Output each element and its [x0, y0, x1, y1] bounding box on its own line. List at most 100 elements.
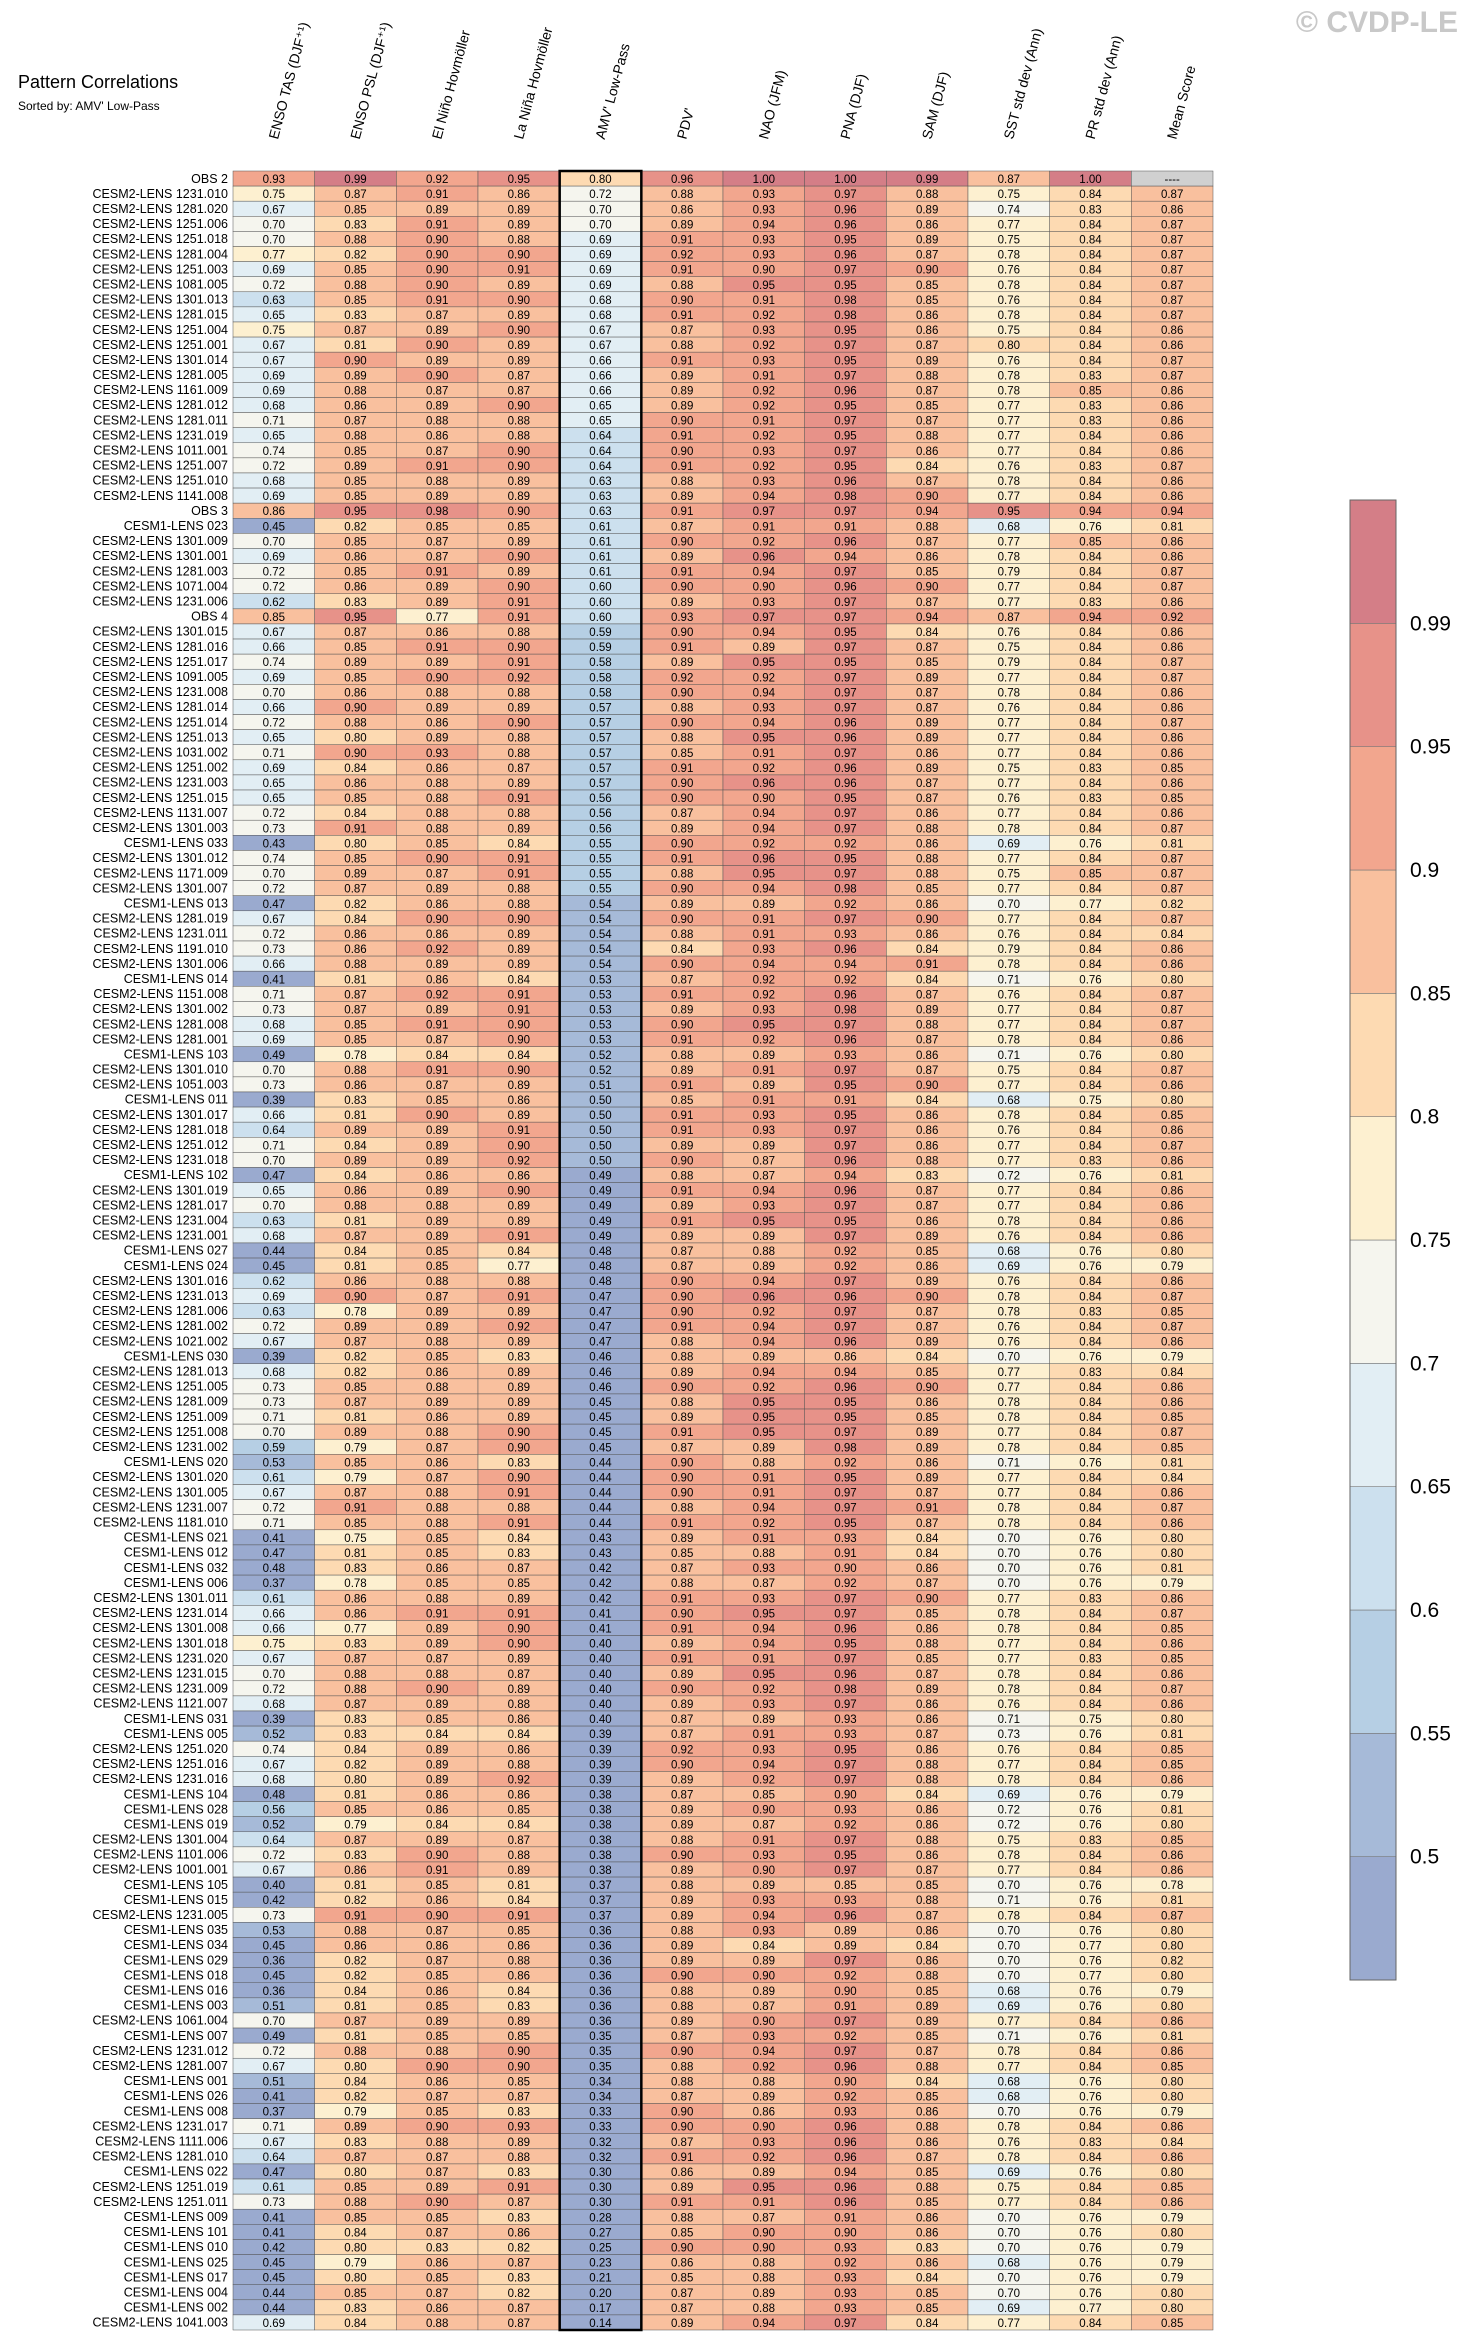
cell-value: 0.78	[998, 1397, 1020, 1409]
cell-value: 0.89	[344, 1125, 366, 1137]
cell-value: 0.67	[263, 1337, 285, 1349]
cell-value: 0.89	[508, 1080, 530, 1092]
cell-value: 0.89	[508, 204, 530, 216]
cell-value: 0.83	[508, 2212, 530, 2224]
cell-value: 0.86	[426, 2076, 448, 2088]
cell-value: 0.66	[263, 959, 285, 971]
cell-value: 0.93	[753, 1699, 775, 1711]
column-header: PR std dev (Ann)	[1082, 34, 1125, 141]
row-label: CESM2-LENS 1251.020	[93, 1742, 229, 1756]
cell-value: 0.76	[1079, 1352, 1101, 1364]
cell-value: 0.88	[508, 748, 530, 760]
cell-value: 0.86	[344, 1593, 366, 1605]
cell-value: 0.55	[589, 869, 611, 881]
cell-value: 0.87	[671, 1246, 693, 1258]
cell-value: 0.79	[1161, 1352, 1183, 1364]
cell-value: 0.57	[589, 748, 611, 760]
row-label: CESM2-LENS 1081.005	[93, 277, 229, 291]
cell-value: 0.90	[916, 1593, 938, 1605]
cell-value: 0.90	[671, 1382, 693, 1394]
cell-value: 0.79	[1161, 1986, 1183, 1998]
cell-value: 0.91	[508, 657, 530, 669]
cell-value: 0.84	[916, 1533, 939, 1545]
cell-value: 0.88	[426, 1427, 448, 1439]
cell-value: 0.89	[916, 1472, 938, 1484]
cell-value: 0.92	[426, 989, 448, 1001]
cell-value: 0.76	[1079, 838, 1101, 850]
cell-value: 0.72	[998, 1171, 1020, 1183]
cell-value: 0.89	[344, 1322, 366, 1334]
cell-value: 0.28	[589, 2212, 611, 2224]
cell-value: 0.97	[834, 1427, 856, 1439]
cell-value: 0.88	[671, 1397, 693, 1409]
row-label: CESM2-LENS 1301.003	[93, 821, 229, 835]
cell-value: 0.90	[671, 914, 693, 926]
cell-value: 0.86	[1161, 1518, 1183, 1530]
cell-value: 0.89	[508, 1382, 530, 1394]
cell-value: 0.84	[916, 2076, 939, 2088]
cell-value: 0.87	[671, 1442, 693, 1454]
colorbar-tick-label: 0.99	[1410, 612, 1451, 635]
cell-value: 0.94	[753, 491, 776, 503]
cell-value: 0.68	[998, 2092, 1020, 2104]
cell-value: 0.88	[508, 431, 530, 443]
cell-value: 0.75	[998, 869, 1020, 881]
cell-value: 0.89	[508, 944, 530, 956]
cell-value: 0.89	[753, 642, 775, 654]
cell-value: 0.89	[508, 1654, 530, 1666]
cell-value: 0.89	[508, 491, 530, 503]
cell-value: 0.94	[753, 1276, 776, 1288]
cell-value: 0.83	[508, 2273, 530, 2285]
cell-value: 0.86	[916, 2227, 938, 2239]
cell-value: 0.89	[671, 1231, 693, 1243]
cell-value: 0.71	[998, 1050, 1020, 1062]
cell-value: 0.88	[671, 733, 693, 745]
cell-value: 0.93	[834, 929, 856, 941]
cell-value: 0.84	[1079, 2061, 1102, 2073]
cell-value: 0.39	[589, 1759, 611, 1771]
cell-value: 0.92	[753, 1684, 775, 1696]
cell-value: 0.84	[916, 944, 939, 956]
cell-value: 0.78	[998, 1035, 1020, 1047]
cell-value: 0.91	[508, 1518, 530, 1530]
cell-value: 0.91	[426, 1608, 448, 1620]
cell-value: 0.96	[834, 1623, 856, 1635]
cell-value: 0.87	[344, 2152, 366, 2164]
row-label: CESM2-LENS 1231.004	[93, 1214, 229, 1228]
cell-value: 0.80	[998, 340, 1020, 352]
cell-value: 0.90	[426, 340, 448, 352]
cell-value: 0.84	[1079, 823, 1102, 835]
cell-value: 0.99	[344, 174, 366, 186]
cell-value: 0.84	[1079, 808, 1102, 820]
cell-value: 0.87	[344, 416, 366, 428]
cell-value: 0.77	[1079, 899, 1101, 911]
cell-value: 0.88	[671, 1925, 693, 1937]
cell-value: 0.52	[263, 1820, 285, 1832]
cell-value: 0.86	[916, 808, 938, 820]
cell-value: 0.94	[834, 959, 857, 971]
cell-value: 0.86	[508, 1744, 530, 1756]
cell-value: 0.86	[426, 1171, 448, 1183]
cell-value: 0.84	[1079, 1397, 1102, 1409]
cell-value: 0.93	[834, 1729, 856, 1741]
cell-value: 0.78	[998, 370, 1020, 382]
cell-value: 0.87	[426, 2227, 448, 2239]
cell-value: 0.35	[589, 2061, 611, 2073]
cell-value: 0.89	[426, 597, 448, 609]
cell-value: 0.61	[589, 536, 611, 548]
cell-value: 0.88	[508, 1276, 530, 1288]
cell-value: 0.85	[1161, 793, 1183, 805]
cell-value: 0.91	[671, 1216, 693, 1228]
cell-value: 0.88	[508, 733, 530, 745]
cell-value: 0.68	[998, 1986, 1020, 1998]
cell-value: 0.35	[589, 2031, 611, 2043]
cell-value: 0.90	[753, 265, 775, 277]
cell-value: 0.86	[426, 1895, 448, 1907]
cell-value: 0.87	[1161, 310, 1183, 322]
cell-value: 0.84	[1079, 1774, 1102, 1786]
cell-value: 0.44	[589, 1457, 612, 1469]
cell-value: 0.89	[916, 355, 938, 367]
cell-value: 0.67	[589, 340, 611, 352]
cell-value: 0.38	[589, 1850, 611, 1862]
